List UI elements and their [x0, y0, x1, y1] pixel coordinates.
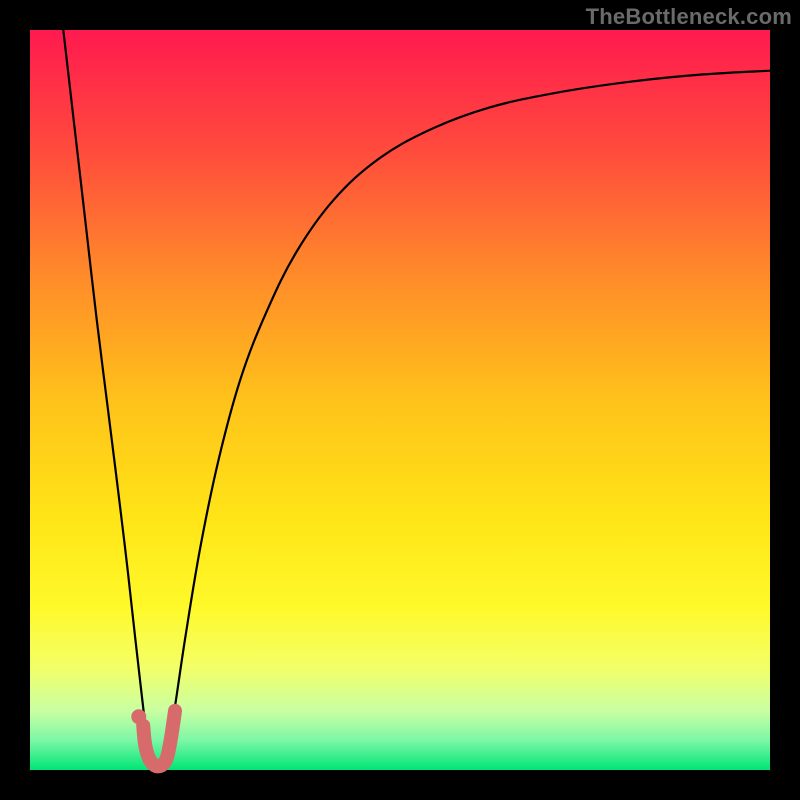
- bottleneck-chart: [0, 0, 800, 800]
- accent-dot: [131, 709, 146, 724]
- plot-background: [30, 30, 770, 770]
- watermark-text: TheBottleneck.com: [586, 4, 792, 30]
